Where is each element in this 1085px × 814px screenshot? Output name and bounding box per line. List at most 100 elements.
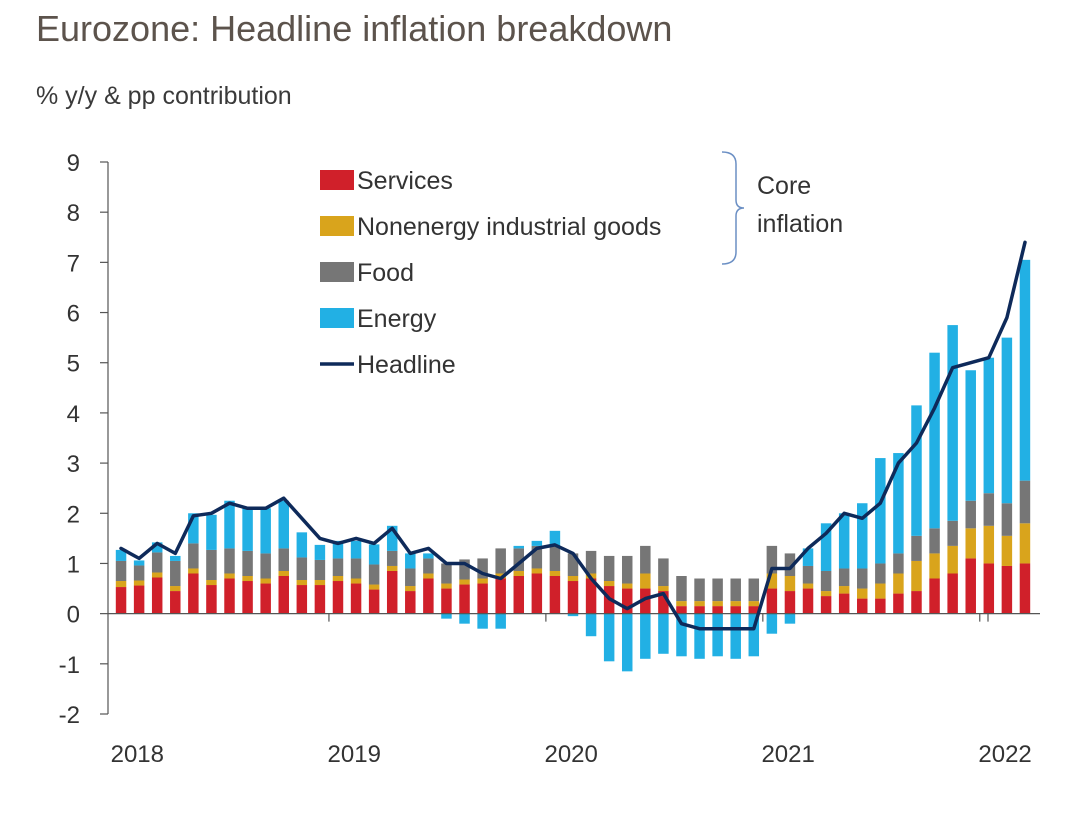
bar-services xyxy=(151,577,163,614)
bar-goods xyxy=(965,528,976,559)
legend-swatch-energy xyxy=(320,308,354,328)
bar-goods xyxy=(658,586,669,592)
bar-energy xyxy=(640,613,651,659)
bar-goods xyxy=(712,601,723,607)
bar-energy xyxy=(531,540,543,546)
bar-food xyxy=(151,552,163,573)
bar-food xyxy=(115,560,127,582)
bracket-label-line1: Core xyxy=(757,172,811,200)
bar-services xyxy=(441,588,452,614)
chart-subtitle: % y/y & pp contribution xyxy=(36,82,292,110)
bar-food xyxy=(929,528,940,554)
bar-goods xyxy=(495,573,506,579)
bar-services xyxy=(1001,565,1013,614)
bar-energy xyxy=(965,370,976,501)
plot-area: -2 -1 0 1 2 3 4 5 6 7 8 9 2018 2019 2020 2021 2022 xyxy=(59,150,1040,768)
y-tick-label: 0 xyxy=(67,602,80,629)
bar-goods xyxy=(423,573,434,579)
bar-goods xyxy=(513,570,525,576)
bar-services xyxy=(784,591,796,614)
bar-energy xyxy=(838,513,850,569)
bar-energy xyxy=(585,613,597,637)
bar-food xyxy=(423,558,434,574)
bar-energy xyxy=(206,514,217,550)
bar-services xyxy=(658,591,669,614)
legend-label-services: Services xyxy=(357,167,453,195)
bar-energy xyxy=(1001,337,1013,504)
bar-food xyxy=(549,545,561,571)
bar-food xyxy=(531,545,543,569)
x-tick-label: 2021 xyxy=(761,741,814,768)
bar-food xyxy=(350,558,362,579)
y-tick-label: 2 xyxy=(67,501,80,528)
bar-energy xyxy=(278,500,289,549)
bar-food xyxy=(441,563,452,584)
bar-services xyxy=(947,573,958,614)
bar-food xyxy=(368,564,380,585)
legend-label-goods: Nonenergy industrial goods xyxy=(357,213,661,241)
bar-services xyxy=(206,585,217,614)
bar-food xyxy=(802,565,814,584)
bar-energy xyxy=(929,352,940,529)
bar-services xyxy=(802,588,814,614)
bar-goods xyxy=(947,545,958,574)
bar-goods xyxy=(549,570,561,576)
bar-goods xyxy=(640,573,651,589)
bar-services xyxy=(386,570,398,614)
bar-food xyxy=(748,578,760,602)
bar-goods xyxy=(332,576,344,582)
bar-food xyxy=(585,550,597,574)
bar-food xyxy=(730,578,741,602)
bar-energy xyxy=(748,613,760,657)
bar-energy xyxy=(314,544,326,560)
bar-services xyxy=(477,583,488,614)
bar-energy xyxy=(260,508,271,554)
bar-food xyxy=(603,555,615,582)
bar-goods xyxy=(893,573,904,594)
bar-energy xyxy=(133,560,145,566)
bar-food xyxy=(278,548,289,571)
bar-goods xyxy=(477,578,488,584)
bar-food xyxy=(983,493,995,526)
bar-energy xyxy=(477,613,488,629)
bar-energy xyxy=(513,545,525,549)
bar-food xyxy=(495,548,506,574)
bar-food xyxy=(296,557,308,581)
bar-goods xyxy=(260,578,271,584)
bar-goods xyxy=(188,568,199,574)
bar-food xyxy=(838,568,850,587)
bar-energy xyxy=(603,613,615,662)
bar-food xyxy=(242,550,253,576)
bar-services xyxy=(531,573,543,614)
bar-goods xyxy=(748,601,760,607)
bar-services xyxy=(676,606,687,614)
bar-services xyxy=(838,593,850,614)
bar-goods xyxy=(115,581,127,588)
bar-services xyxy=(350,583,362,614)
bar-energy xyxy=(423,553,434,559)
bar-services xyxy=(459,584,470,614)
bar-goods xyxy=(567,576,579,582)
y-tick-label: 5 xyxy=(67,351,80,378)
bar-food xyxy=(640,545,651,574)
y-tick-label: 9 xyxy=(67,150,80,177)
bar-services xyxy=(495,578,506,614)
bar-goods xyxy=(278,570,289,576)
y-tick-label: 7 xyxy=(67,250,80,277)
bar-services xyxy=(170,591,181,614)
x-tick-label: 2018 xyxy=(111,741,164,768)
y-tick-label: -2 xyxy=(59,702,80,729)
legend-swatch-food xyxy=(320,262,354,282)
bar-energy xyxy=(694,613,705,659)
bar-energy xyxy=(368,544,380,565)
bar-services xyxy=(893,593,904,614)
bar-goods xyxy=(531,568,543,574)
bar-energy xyxy=(441,613,452,619)
bar-food xyxy=(784,553,796,576)
bar-food xyxy=(875,563,886,584)
bar-goods xyxy=(224,573,235,579)
bar-energy xyxy=(875,458,886,564)
bar-energy xyxy=(567,613,579,617)
bar-services xyxy=(929,578,940,614)
bar-goods xyxy=(875,583,886,599)
